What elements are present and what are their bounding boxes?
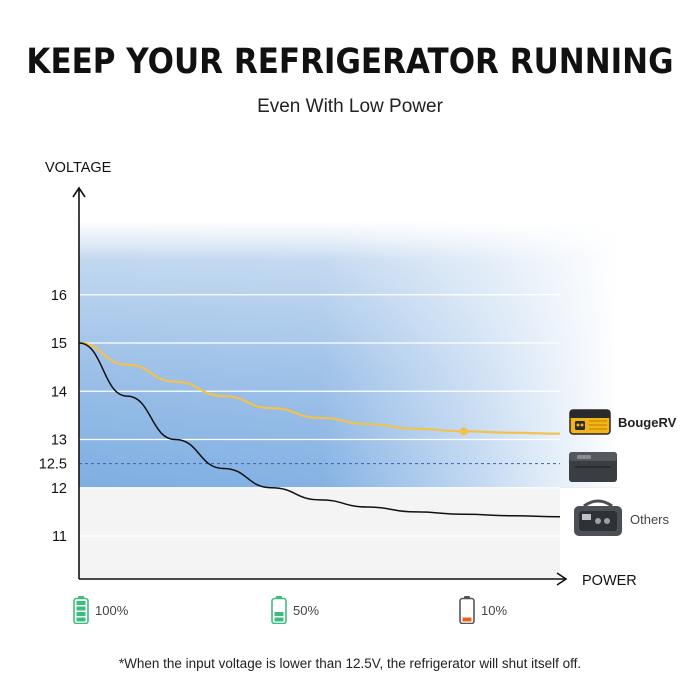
battery-50: 50% [271, 596, 319, 624]
battery-100: 100% [73, 596, 128, 624]
battery-10-label: 10% [481, 602, 508, 618]
y-tick-label: 16 [51, 288, 67, 304]
y-tick-label: 15 [51, 336, 67, 352]
page-subtitle: Even With Low Power [257, 96, 443, 117]
battery-100-label: 100% [95, 602, 129, 618]
cooler-icon [569, 452, 617, 482]
y-axis-label: VOLTAGE [45, 160, 112, 176]
bougerv-marker-point [459, 427, 468, 436]
x-axis-label: POWER [582, 573, 637, 589]
y-tick-label: 14 [51, 384, 67, 400]
others-product [570, 496, 626, 540]
battery-10: 10% [459, 596, 507, 624]
x-axis-arrow-icon [556, 572, 568, 586]
battery-low-icon [459, 596, 475, 624]
power-station-icon [574, 499, 622, 536]
low-voltage-region [79, 487, 560, 579]
bougerv-fridge-icon [569, 409, 611, 435]
y-tick-label: 13 [51, 433, 67, 449]
y-tick-label: 11 [52, 529, 67, 545]
y-axis-arrow-icon [72, 186, 86, 198]
others-series-line [78, 342, 561, 518]
page-title: KEEP YOUR REFRIGERATOR RUNNING [26, 41, 674, 83]
cooler-product [567, 446, 621, 486]
y-tick-label: 12.5 [39, 457, 67, 473]
band-fade-right [79, 222, 620, 488]
battery-full-icon [73, 596, 89, 624]
others-label: Others [630, 512, 670, 527]
battery-half-icon [271, 596, 287, 624]
bougerv-series-line [78, 341, 561, 435]
bougerv-brand-label: BougeRV [618, 415, 677, 430]
bougerv-product [567, 404, 615, 440]
y-tick-label: 12 [51, 481, 67, 497]
band-fade-top [79, 220, 620, 261]
footnote: *When the input voltage is lower than 12… [118, 656, 582, 671]
battery-50-label: 50% [293, 602, 320, 618]
